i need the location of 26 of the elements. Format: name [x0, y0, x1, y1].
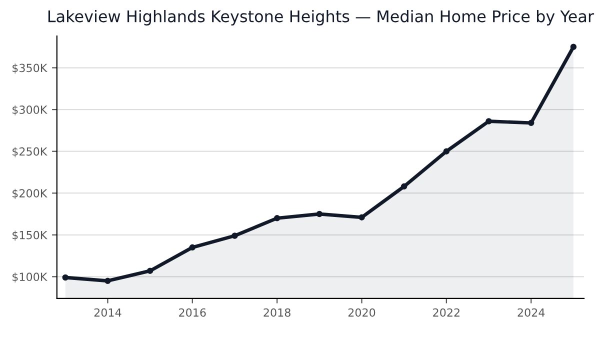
- point: [189, 244, 196, 251]
- point: [62, 274, 68, 281]
- point: [528, 120, 534, 126]
- x-tick-label: 2018: [264, 308, 290, 317]
- y-tick-label: $200K: [12, 188, 48, 199]
- chart-title: Lakeview Highlands Keystone Heights — Median Home Price by Year: [48, 10, 594, 26]
- point: [570, 44, 577, 50]
- point: [146, 268, 154, 274]
- point: [274, 215, 280, 222]
- y-tick-label: $100K: [12, 272, 48, 283]
- point: [358, 214, 365, 220]
- y-tick-label: $350K: [12, 64, 48, 74]
- y-tick-label: $150K: [12, 230, 48, 241]
- x-tick-label: 2016: [179, 308, 206, 317]
- y-tick-label: $250K: [12, 147, 48, 158]
- point: [400, 183, 408, 190]
- y-tick-label: $300K: [12, 105, 48, 116]
- x-tick-label: 2014: [94, 308, 122, 317]
- point: [486, 118, 492, 124]
- point: [443, 148, 450, 154]
- x-tick-label: 2022: [433, 308, 460, 317]
- x-tick-label: 2024: [518, 308, 545, 317]
- point: [232, 232, 238, 239]
- point: [316, 210, 323, 218]
- point: [104, 278, 111, 284]
- x-tick-label: 2020: [348, 308, 376, 317]
